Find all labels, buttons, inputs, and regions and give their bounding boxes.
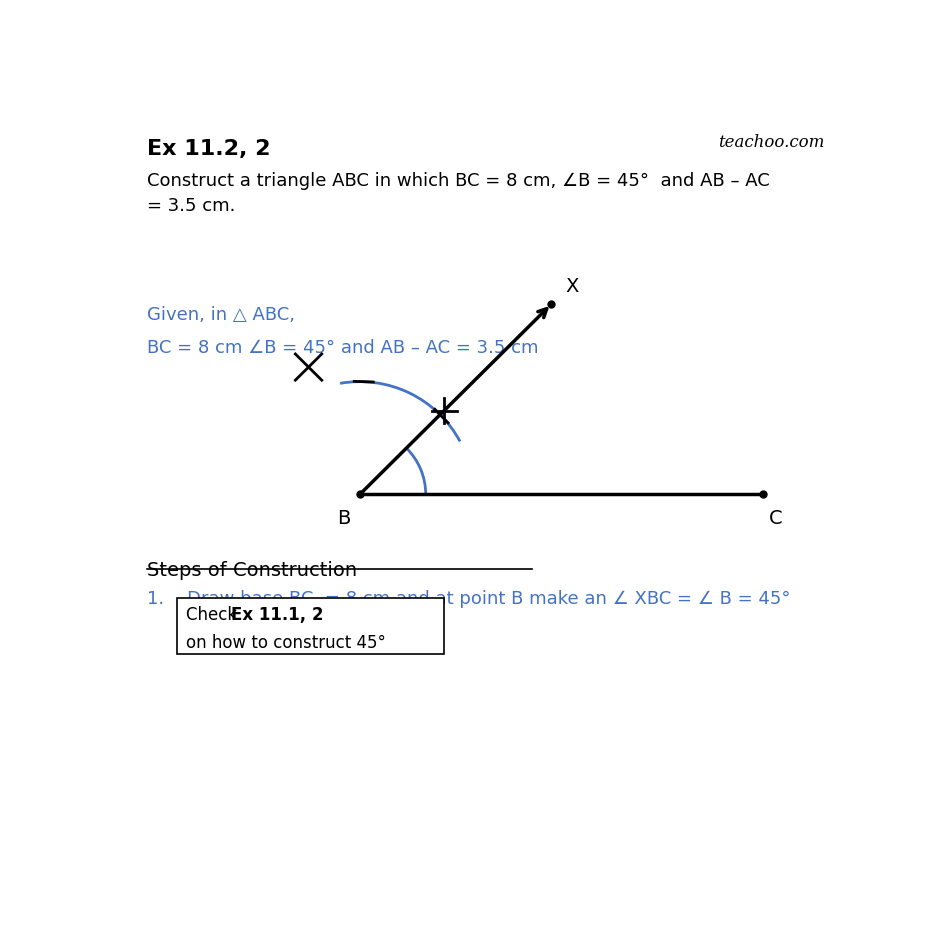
Text: Construct a triangle ABC in which BC = 8 cm, ∠B = 45°  and AB – AC
= 3.5 cm.: Construct a triangle ABC in which BC = 8…	[147, 172, 769, 214]
Text: Steps of Construction: Steps of Construction	[147, 561, 357, 580]
Text: B: B	[337, 508, 350, 527]
Text: Ex 11.1, 2: Ex 11.1, 2	[230, 605, 323, 623]
Text: 1.    Draw base BC  = 8 cm and at point B make an ∠ XBC = ∠ B = 45°: 1. Draw base BC = 8 cm and at point B ma…	[147, 589, 790, 607]
Text: C: C	[768, 508, 782, 527]
Text: Ex 11.2, 2: Ex 11.2, 2	[147, 139, 271, 159]
Text: on how to construct 45°: on how to construct 45°	[185, 633, 385, 651]
Text: Given, in △ ABC,: Given, in △ ABC,	[147, 306, 295, 324]
Text: Check: Check	[185, 605, 242, 623]
Text: X: X	[565, 277, 578, 296]
Text: BC = 8 cm ∠B = 45° and AB – AC = 3.5 cm: BC = 8 cm ∠B = 45° and AB – AC = 3.5 cm	[147, 339, 538, 357]
Text: teachoo.com: teachoo.com	[717, 134, 824, 151]
FancyBboxPatch shape	[177, 598, 444, 655]
